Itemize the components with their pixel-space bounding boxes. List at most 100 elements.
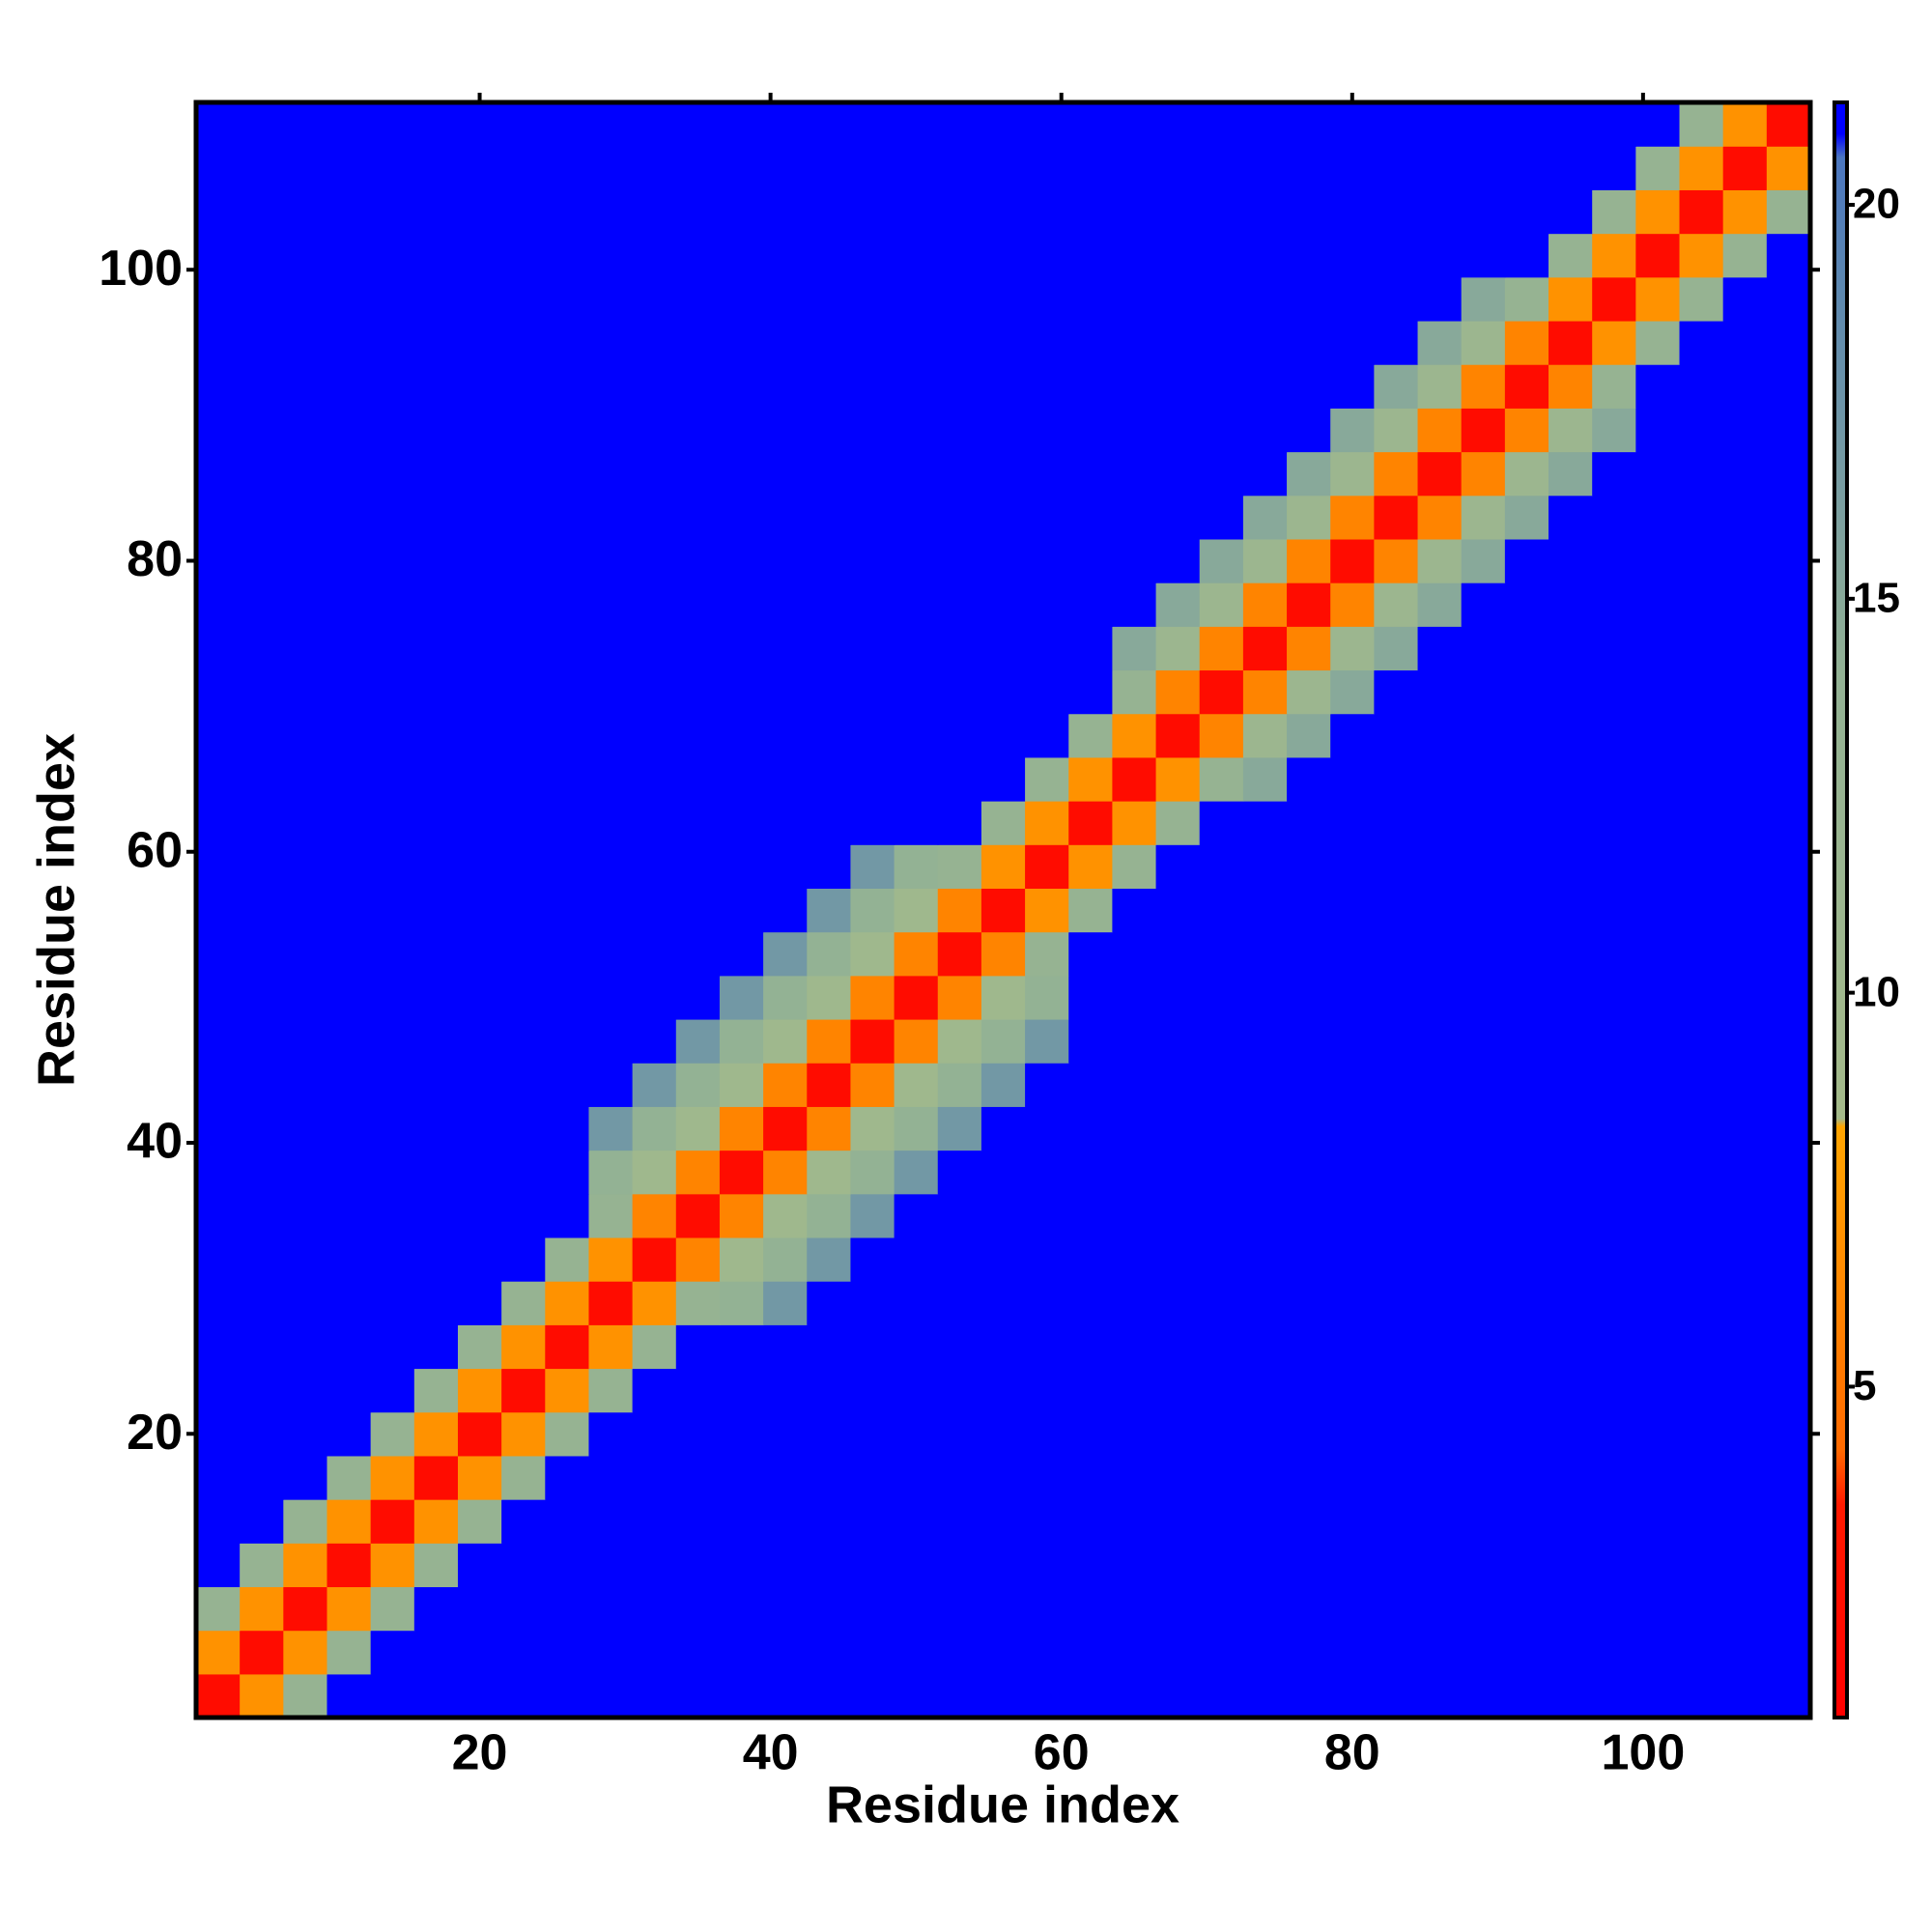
heatmap-cell — [413, 1281, 459, 1325]
heatmap-cell — [501, 276, 546, 322]
heatmap-cell — [1548, 1236, 1593, 1282]
heatmap-cell — [980, 1673, 1026, 1719]
heatmap-cell — [894, 1499, 939, 1544]
heatmap-cell — [1374, 1630, 1419, 1675]
heatmap-cell — [1374, 1543, 1419, 1588]
heatmap-cell — [719, 146, 764, 190]
axes: 20 40 60 80 100 20 40 60 80 100 5 10 15 20 — [99, 93, 1900, 1781]
heatmap-cell — [1766, 408, 1811, 453]
heatmap-cell — [763, 1150, 808, 1195]
heatmap-cell — [1112, 582, 1157, 627]
heatmap-cell — [283, 320, 328, 365]
heatmap-cell — [1504, 146, 1549, 190]
heatmap-cell — [1330, 1586, 1375, 1632]
heatmap-cell — [1766, 320, 1811, 365]
heatmap-cell — [1766, 1018, 1811, 1064]
colorbar-tick-label: 15 — [1853, 574, 1900, 621]
heatmap-cell — [370, 626, 415, 671]
heatmap-cell — [457, 1324, 502, 1370]
heatmap-cell — [807, 1455, 852, 1500]
heatmap-cell — [1242, 451, 1288, 497]
heatmap-cell — [1461, 408, 1506, 453]
heatmap-cell — [1504, 1150, 1549, 1195]
heatmap-cell — [937, 626, 982, 671]
heatmap-cell — [545, 1281, 590, 1325]
heatmap-cell — [1155, 844, 1201, 890]
heatmap-cell — [1635, 1106, 1681, 1151]
heatmap-cell — [1548, 1499, 1593, 1544]
heatmap-cell — [675, 538, 721, 583]
heatmap-cell — [545, 451, 590, 497]
heatmap-cell — [1068, 364, 1114, 409]
heatmap-cell — [1679, 582, 1724, 627]
heatmap-cell — [937, 1411, 982, 1457]
heatmap-cell — [1548, 1150, 1593, 1195]
heatmap-cell — [850, 1236, 895, 1282]
heatmap-cell — [632, 364, 677, 409]
heatmap-cell — [1287, 1018, 1331, 1064]
heatmap-cell — [1199, 713, 1244, 758]
heatmap-cell — [370, 1411, 415, 1457]
heatmap-cell — [719, 1281, 764, 1325]
heatmap-cell — [1330, 320, 1375, 365]
heatmap-cell — [1287, 1411, 1331, 1457]
heatmap-cell — [850, 1063, 895, 1107]
heatmap-cell — [1068, 801, 1114, 845]
heatmap-cell — [1112, 1193, 1157, 1238]
heatmap-cell — [675, 495, 721, 540]
heatmap-cell — [196, 1193, 241, 1238]
heatmap-cell — [807, 888, 852, 933]
heatmap-cell — [327, 1150, 372, 1195]
heatmap-cell — [457, 1499, 502, 1544]
heatmap-cell — [1199, 408, 1244, 453]
heatmap-cell — [370, 495, 415, 540]
heatmap-cell — [1374, 495, 1419, 540]
heatmap-cell — [937, 1455, 982, 1500]
heatmap-cell — [588, 1281, 634, 1325]
heatmap-cell — [894, 1455, 939, 1500]
heatmap-cell — [1242, 1673, 1288, 1719]
heatmap-cell — [240, 1411, 284, 1457]
heatmap-cell — [588, 582, 634, 627]
heatmap-cell — [545, 888, 590, 933]
heatmap-cell — [894, 1324, 939, 1370]
heatmap-cell — [807, 1368, 852, 1413]
heatmap-cell — [1635, 364, 1681, 409]
heatmap-cell — [632, 1411, 677, 1457]
heatmap-cell — [545, 931, 590, 977]
heatmap-cell — [894, 1106, 939, 1151]
heatmap-cell — [1242, 1543, 1288, 1588]
heatmap-cell — [545, 1543, 590, 1588]
heatmap-cell — [1025, 1063, 1069, 1107]
heatmap-cell — [1592, 1499, 1636, 1544]
heatmap-cell — [1242, 582, 1288, 627]
heatmap-cell — [1112, 364, 1157, 409]
heatmap-cell — [1287, 102, 1331, 147]
heatmap-cell — [457, 146, 502, 190]
heatmap-cell — [1461, 233, 1506, 278]
heatmap-cell — [1112, 102, 1157, 147]
heatmap-cell — [1635, 102, 1681, 147]
heatmap-cell — [1374, 1193, 1419, 1238]
heatmap-cell — [370, 1630, 415, 1675]
heatmap-cell — [413, 1063, 459, 1107]
heatmap-cell — [1722, 1499, 1768, 1544]
heatmap-cell — [937, 1063, 982, 1107]
heatmap-cell — [1417, 1106, 1463, 1151]
heatmap-cell — [1766, 364, 1811, 409]
heatmap-cell — [588, 626, 634, 671]
heatmap-cell — [1635, 233, 1681, 278]
heatmap-cell — [1199, 102, 1244, 147]
heatmap-cell — [980, 1630, 1026, 1675]
heatmap-cell — [1592, 233, 1636, 278]
heatmap-cell — [1330, 1150, 1375, 1195]
heatmap-cell — [1548, 1018, 1593, 1064]
heatmap-cell — [1112, 713, 1157, 758]
heatmap-cell — [501, 451, 546, 497]
heatmap-cell — [1722, 844, 1768, 890]
heatmap-cell — [283, 1193, 328, 1238]
heatmap-cell — [850, 1499, 895, 1544]
heatmap-cell — [1112, 1455, 1157, 1500]
heatmap-cell — [457, 189, 502, 235]
